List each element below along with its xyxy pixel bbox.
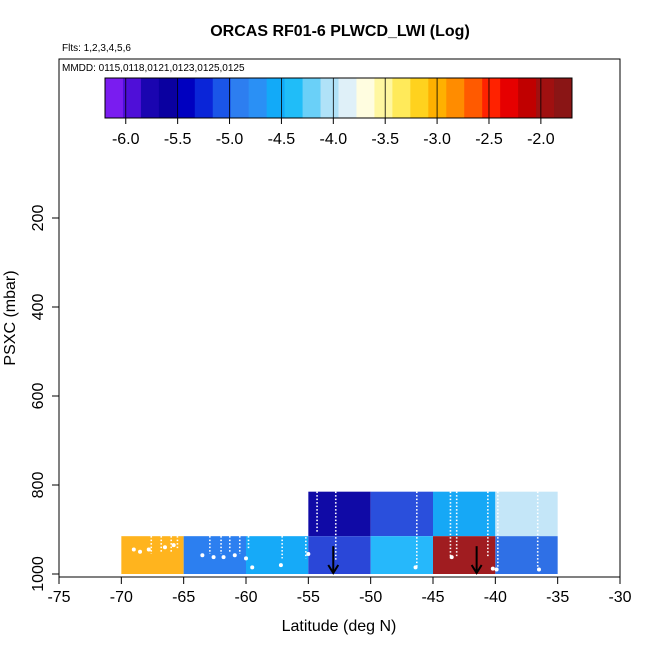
flights-note: Flts: 1,2,3,4,5,6 [62, 43, 131, 54]
profile-traces [150, 491, 539, 570]
colorbar-swatch [230, 78, 250, 118]
colorbar-swatch [284, 78, 304, 118]
x-tick-label: -45 [421, 589, 444, 606]
data-point [162, 545, 167, 550]
data-point [211, 555, 216, 560]
colorbar-swatch [500, 78, 519, 118]
x-tick-label: -50 [359, 589, 382, 606]
colorbar-swatch [554, 78, 573, 118]
data-point [278, 563, 283, 568]
x-axis: -75 -70 -65 -60 -55 -50 -45 -40 -35 -30 [47, 576, 632, 606]
x-tick-label: -60 [234, 589, 257, 606]
colorbar-swatch [338, 78, 357, 118]
colorbar-tick-label: -4.5 [268, 131, 296, 148]
y-tick-label: 200 [30, 205, 47, 232]
colorbar-swatch [392, 78, 411, 118]
x-tick-label: -55 [297, 589, 320, 606]
colorbar-tick-label: -3.0 [423, 131, 451, 148]
colorbar-swatch [320, 78, 339, 118]
heatmap-cell [433, 536, 496, 574]
colorbar-swatch [536, 78, 555, 118]
colorbar-swatch [248, 78, 268, 118]
colorbar-tick-label: -2.0 [527, 131, 555, 148]
colorbar-swatch [518, 78, 537, 118]
data-point [250, 565, 255, 570]
colorbar: -6.0 -5.5 -5.0 -4.5 -4.0 -3.5 -3.0 -2.5 -2.0 [104, 77, 573, 148]
heatmap-cell [495, 491, 558, 537]
heatmap-cell [308, 491, 371, 537]
data-point [536, 567, 541, 572]
x-axis-title: Latitude (deg N) [282, 618, 397, 635]
colorbar-tick-label: -6.0 [112, 131, 140, 148]
heatmap-cell [121, 536, 184, 574]
colorbar-tick-label: -2.5 [475, 131, 503, 148]
colorbar-swatch [212, 78, 232, 118]
y-tick-label: 400 [30, 294, 47, 321]
marker-head [327, 564, 340, 575]
data-point [131, 547, 136, 552]
chart-title: ORCAS RF01-6 PLWCD_LWI (Log) [210, 23, 470, 40]
heatmap-cell [308, 536, 371, 574]
x-tick-label: -40 [484, 589, 507, 606]
colorbar-swatch [140, 78, 160, 118]
data-point [146, 547, 151, 552]
data-point [413, 565, 418, 570]
colorbar-swatch [374, 78, 393, 118]
colorbar-swatch [194, 78, 214, 118]
x-tick-label: -30 [608, 589, 631, 606]
colorbar-frame [104, 77, 573, 119]
y-axis-title: PSXC (mbar) [2, 270, 19, 365]
data-point [138, 549, 143, 554]
colorbar-swatch [105, 78, 124, 118]
colorbar-tick-label: -3.5 [371, 131, 399, 148]
colorbar-swatch [356, 78, 375, 118]
colorbar-tick-label: -5.5 [164, 131, 192, 148]
colorbar-swatch [122, 78, 142, 118]
colorbar-tick-label: -4.0 [320, 131, 348, 148]
location-markers [327, 546, 483, 575]
colorbar-swatch [266, 78, 286, 118]
heatmap-cell [495, 536, 558, 574]
y-tick-label: 600 [30, 383, 47, 410]
heatmap-cell [433, 491, 496, 537]
heatmap-cell [370, 536, 433, 574]
data-point [221, 555, 226, 560]
colorbar-swatch [428, 78, 447, 118]
colorbar-swatch [464, 78, 483, 118]
data-point [494, 567, 499, 572]
heatmap-cell [370, 491, 433, 537]
x-tick-label: -70 [110, 589, 133, 606]
data-point [171, 543, 176, 548]
x-tick-label: -65 [172, 589, 195, 606]
data-point [490, 566, 495, 571]
colorbar-tick-label: -5.0 [216, 131, 244, 148]
data-point [200, 553, 205, 558]
y-tick-label: 800 [30, 472, 47, 499]
marker-head [470, 564, 483, 575]
heatmap-cells [121, 491, 558, 574]
data-point [306, 551, 311, 556]
dates-note: MMDD: 0115,0118,0121,0123,0125,0125 [62, 63, 245, 74]
colorbar-swatch [446, 78, 465, 118]
heatmap-cell [246, 536, 309, 574]
data-point [232, 553, 237, 558]
data-point [449, 555, 454, 560]
x-tick-label: -35 [546, 589, 569, 606]
colorbar-swatch [302, 78, 322, 118]
colorbar-swatch [482, 78, 501, 118]
y-tick-label: 1000 [30, 556, 47, 592]
colorbar-swatch [176, 78, 196, 118]
colorbar-swatch [410, 78, 429, 118]
location-marker [327, 546, 340, 575]
colorbar-swatch [158, 78, 178, 118]
x-tick-label: -75 [47, 589, 70, 606]
data-point [244, 556, 248, 561]
location-marker [470, 546, 483, 575]
y-axis: 200 400 600 800 1000 [30, 205, 60, 592]
data-points [131, 543, 541, 572]
